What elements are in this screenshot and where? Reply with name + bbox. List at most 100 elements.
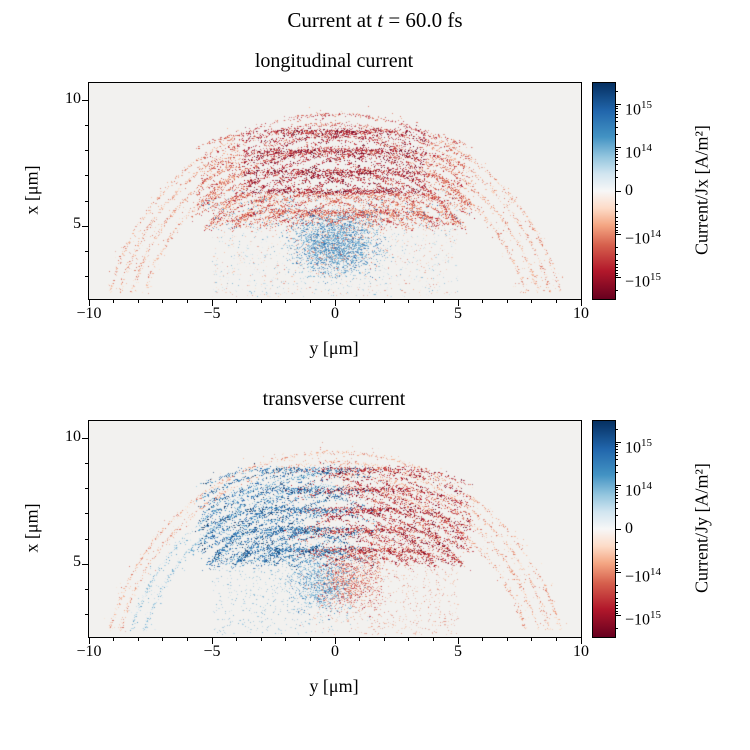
- colorbar-tick-main: −10: [625, 230, 651, 248]
- x-major-tick: [211, 299, 213, 306]
- x-minor-tick: [555, 299, 557, 303]
- x-minor-tick: [285, 299, 287, 303]
- colorbar-minor-tick: [615, 491, 618, 493]
- x-major-tick: [334, 299, 336, 306]
- colorbar-major-tick: [615, 276, 621, 278]
- x-axis-label: y [μm]: [309, 676, 359, 696]
- colorbar-major-tick: [615, 485, 621, 487]
- colorbar-minor-tick: [615, 472, 618, 474]
- longitudinal-current-heatmap-canvas: [89, 83, 581, 299]
- x-minor-tick: [309, 299, 311, 303]
- colorbar-minor-tick: [615, 169, 618, 171]
- x-minor-tick: [162, 637, 164, 641]
- y-minor-tick: [85, 125, 89, 127]
- x-major-tick: [580, 637, 582, 644]
- colorbar-tick-label: 1014: [625, 136, 652, 165]
- colorbar-tick-main: 10: [625, 144, 641, 162]
- colorbar-minor-tick: [615, 610, 618, 612]
- colorbar-minor-tick: [615, 498, 618, 500]
- x-tick-label: 5: [454, 305, 462, 322]
- x-minor-tick: [383, 299, 385, 303]
- colorbar-tick-label: 0: [625, 517, 633, 541]
- x-major-tick: [88, 637, 90, 644]
- y-minor-tick: [85, 588, 89, 590]
- colorbar-minor-tick: [615, 149, 618, 151]
- x-major-tick: [580, 299, 582, 306]
- y-major-tick: [82, 563, 89, 565]
- colorbar-minor-tick: [615, 455, 618, 457]
- colorbar-major-tick: [615, 571, 621, 573]
- colorbar-major-tick: [615, 104, 621, 106]
- colorbar-minor-tick: [615, 164, 618, 166]
- x-minor-tick: [236, 637, 238, 641]
- x-minor-tick: [506, 299, 508, 303]
- x-tick-label: 10: [573, 643, 589, 660]
- x-minor-tick: [162, 299, 164, 303]
- x-minor-tick: [432, 299, 434, 303]
- y-axis-label: x [μm]: [21, 165, 42, 215]
- colorbar-minor-tick: [615, 515, 618, 517]
- y-tick-label: 5: [73, 553, 81, 571]
- colorbar-minor-tick: [615, 489, 618, 491]
- plot-area-longitudinal: −10 −5 0 5 10 10 5: [65, 82, 589, 322]
- x-minor-tick: [383, 637, 385, 641]
- colorbar-minor-tick: [615, 211, 618, 213]
- colorbar-minor-tick: [615, 429, 618, 431]
- y-minor-tick: [85, 513, 89, 515]
- colorbar-minor-tick: [615, 227, 618, 228]
- colorbar-label-jy: Current/Jy [A/m²]: [691, 463, 712, 593]
- y-minor-tick: [85, 488, 89, 490]
- x-minor-tick: [432, 637, 434, 641]
- y-major-tick: [82, 438, 89, 440]
- y-minor-tick: [85, 175, 89, 177]
- colorbar-minor-tick: [615, 569, 618, 571]
- colorbar-minor-tick: [615, 584, 618, 586]
- colorbar-tick-label: −1014: [625, 560, 661, 589]
- colorbar-tick-main: −10: [625, 568, 651, 586]
- x-minor-tick: [137, 299, 139, 303]
- x-minor-tick: [408, 299, 410, 303]
- y-minor-tick: [85, 200, 89, 202]
- x-minor-tick: [309, 637, 311, 641]
- colorbar-minor-tick: [615, 494, 618, 496]
- colorbar-minor-tick: [615, 627, 618, 629]
- x-minor-tick: [260, 637, 262, 641]
- figure-title-suffix: = 60.0 fs: [383, 8, 463, 32]
- colorbar-minor-tick: [615, 446, 618, 448]
- colorbar-label-jx: Current/Jx [A/m²]: [691, 125, 712, 255]
- colorbar-minor-tick: [615, 567, 618, 569]
- colorbar-minor-tick: [615, 156, 618, 158]
- x-axis-label: y [μm]: [309, 338, 359, 358]
- colorbar-minor-tick: [615, 554, 618, 556]
- colorbar-minor-tick: [615, 246, 618, 248]
- x-tick-label: −10: [76, 643, 102, 660]
- colorbar-minor-tick: [615, 113, 618, 115]
- colorbar-minor-tick: [615, 216, 618, 218]
- x-minor-tick: [359, 299, 361, 303]
- colorbar-minor-tick: [615, 110, 618, 112]
- x-minor-tick: [236, 299, 238, 303]
- colorbar-tick-exponent: 15: [650, 609, 662, 622]
- x-major-tick: [211, 637, 213, 644]
- x-minor-tick: [113, 299, 115, 303]
- colorbar-minor-tick: [615, 254, 618, 256]
- x-minor-tick: [531, 299, 533, 303]
- x-tick-label: 0: [331, 305, 339, 322]
- colorbar-minor-tick: [615, 608, 618, 610]
- colorbar-jy: 1015 1014 0 −1014 −1015: [592, 420, 661, 638]
- colorbar-major-tick: [615, 614, 621, 616]
- y-tick-label: 5: [73, 215, 81, 233]
- y-minor-tick: [85, 275, 89, 277]
- colorbar-minor-tick: [615, 160, 618, 162]
- colorbar-minor-tick: [615, 203, 618, 205]
- x-tick-label: 10: [573, 305, 589, 322]
- colorbar-minor-tick: [615, 267, 618, 269]
- y-minor-tick: [85, 463, 89, 465]
- x-minor-tick: [285, 637, 287, 641]
- y-major-tick: [82, 225, 89, 227]
- x-minor-tick: [186, 299, 188, 303]
- colorbar-minor-tick: [615, 289, 618, 291]
- x-major-tick: [457, 637, 459, 644]
- colorbar-minor-tick: [615, 601, 618, 603]
- colorbar-minor-tick: [615, 558, 618, 560]
